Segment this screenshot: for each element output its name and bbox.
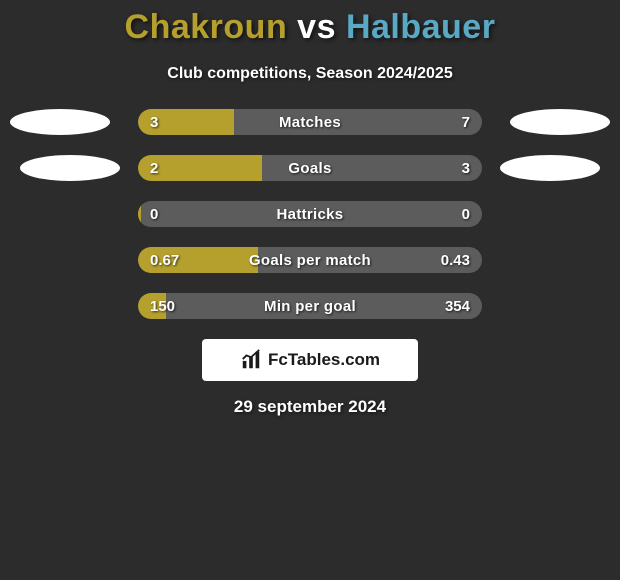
decorative-oval [510,109,610,135]
stat-row-goals: 2 Goals 3 [138,155,482,181]
stat-row-hattricks: 0 Hattricks 0 [138,201,482,227]
stat-row-goals-per-match: 0.67 Goals per match 0.43 [138,247,482,273]
stats-area: 3 Matches 7 2 Goals 3 0 Hattricks 0 0.67… [0,109,620,319]
stat-value-right: 7 [462,109,470,135]
stat-label: Goals per match [138,247,482,273]
decorative-oval [500,155,600,181]
stat-label: Goals [138,155,482,181]
stat-label: Min per goal [138,293,482,319]
attribution-badge: FcTables.com [202,339,418,381]
comparison-infographic: Chakroun vs Halbauer Club competitions, … [0,0,620,580]
date-label: 29 september 2024 [0,397,620,417]
stat-row-min-per-goal: 150 Min per goal 354 [138,293,482,319]
stat-label: Matches [138,109,482,135]
bar-chart-icon [240,349,262,371]
vs-label: vs [297,8,336,46]
stat-row-matches: 3 Matches 7 [138,109,482,135]
decorative-oval [20,155,120,181]
stat-value-right: 354 [445,293,470,319]
stat-value-right: 3 [462,155,470,181]
player1-name: Chakroun [125,8,288,46]
subtitle: Club competitions, Season 2024/2025 [0,65,620,83]
attribution-text: FcTables.com [268,350,380,370]
page-title: Chakroun vs Halbauer [0,0,620,47]
stat-value-right: 0 [462,201,470,227]
decorative-oval [10,109,110,135]
stat-value-right: 0.43 [441,247,470,273]
stat-bars: 3 Matches 7 2 Goals 3 0 Hattricks 0 0.67… [138,109,482,319]
player2-name: Halbauer [346,8,496,46]
stat-label: Hattricks [138,201,482,227]
